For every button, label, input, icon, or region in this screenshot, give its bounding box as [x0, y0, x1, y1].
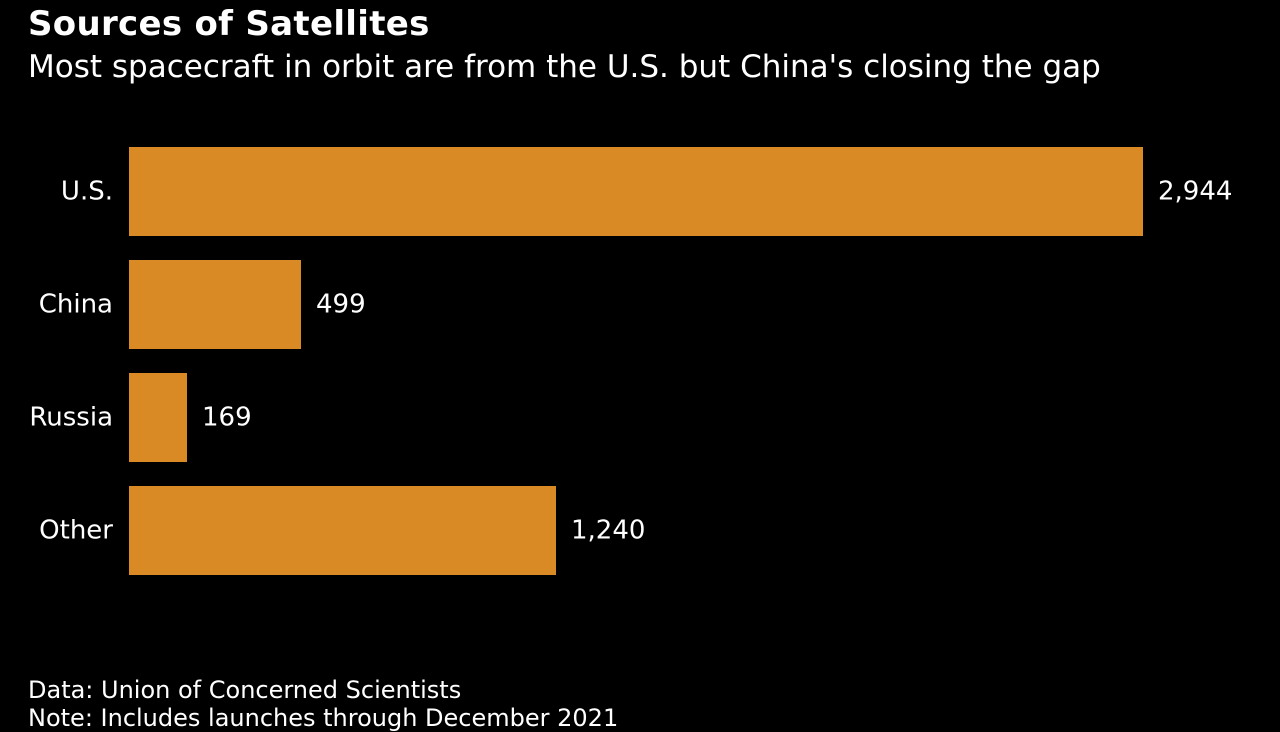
category-label-u-s: U.S. — [61, 177, 113, 207]
footnote: Note: Includes launches through December… — [28, 704, 619, 732]
value-label-russia: 169 — [202, 403, 252, 433]
value-label-u-s: 2,944 — [1158, 177, 1232, 207]
value-label-other: 1,240 — [571, 516, 645, 546]
category-label-china: China — [39, 290, 113, 320]
bar-other — [129, 486, 556, 575]
bar-china — [129, 260, 301, 349]
source-note: Data: Union of Concerned Scientists — [28, 676, 462, 704]
category-label-russia: Russia — [29, 403, 113, 433]
chart-subtitle: Most spacecraft in orbit are from the U.… — [28, 49, 1101, 85]
chart-title: Sources of Satellites — [28, 4, 430, 44]
value-label-china: 499 — [316, 290, 366, 320]
bar-u-s — [129, 147, 1143, 236]
category-label-other: Other — [39, 516, 113, 546]
bar-russia — [129, 373, 187, 462]
